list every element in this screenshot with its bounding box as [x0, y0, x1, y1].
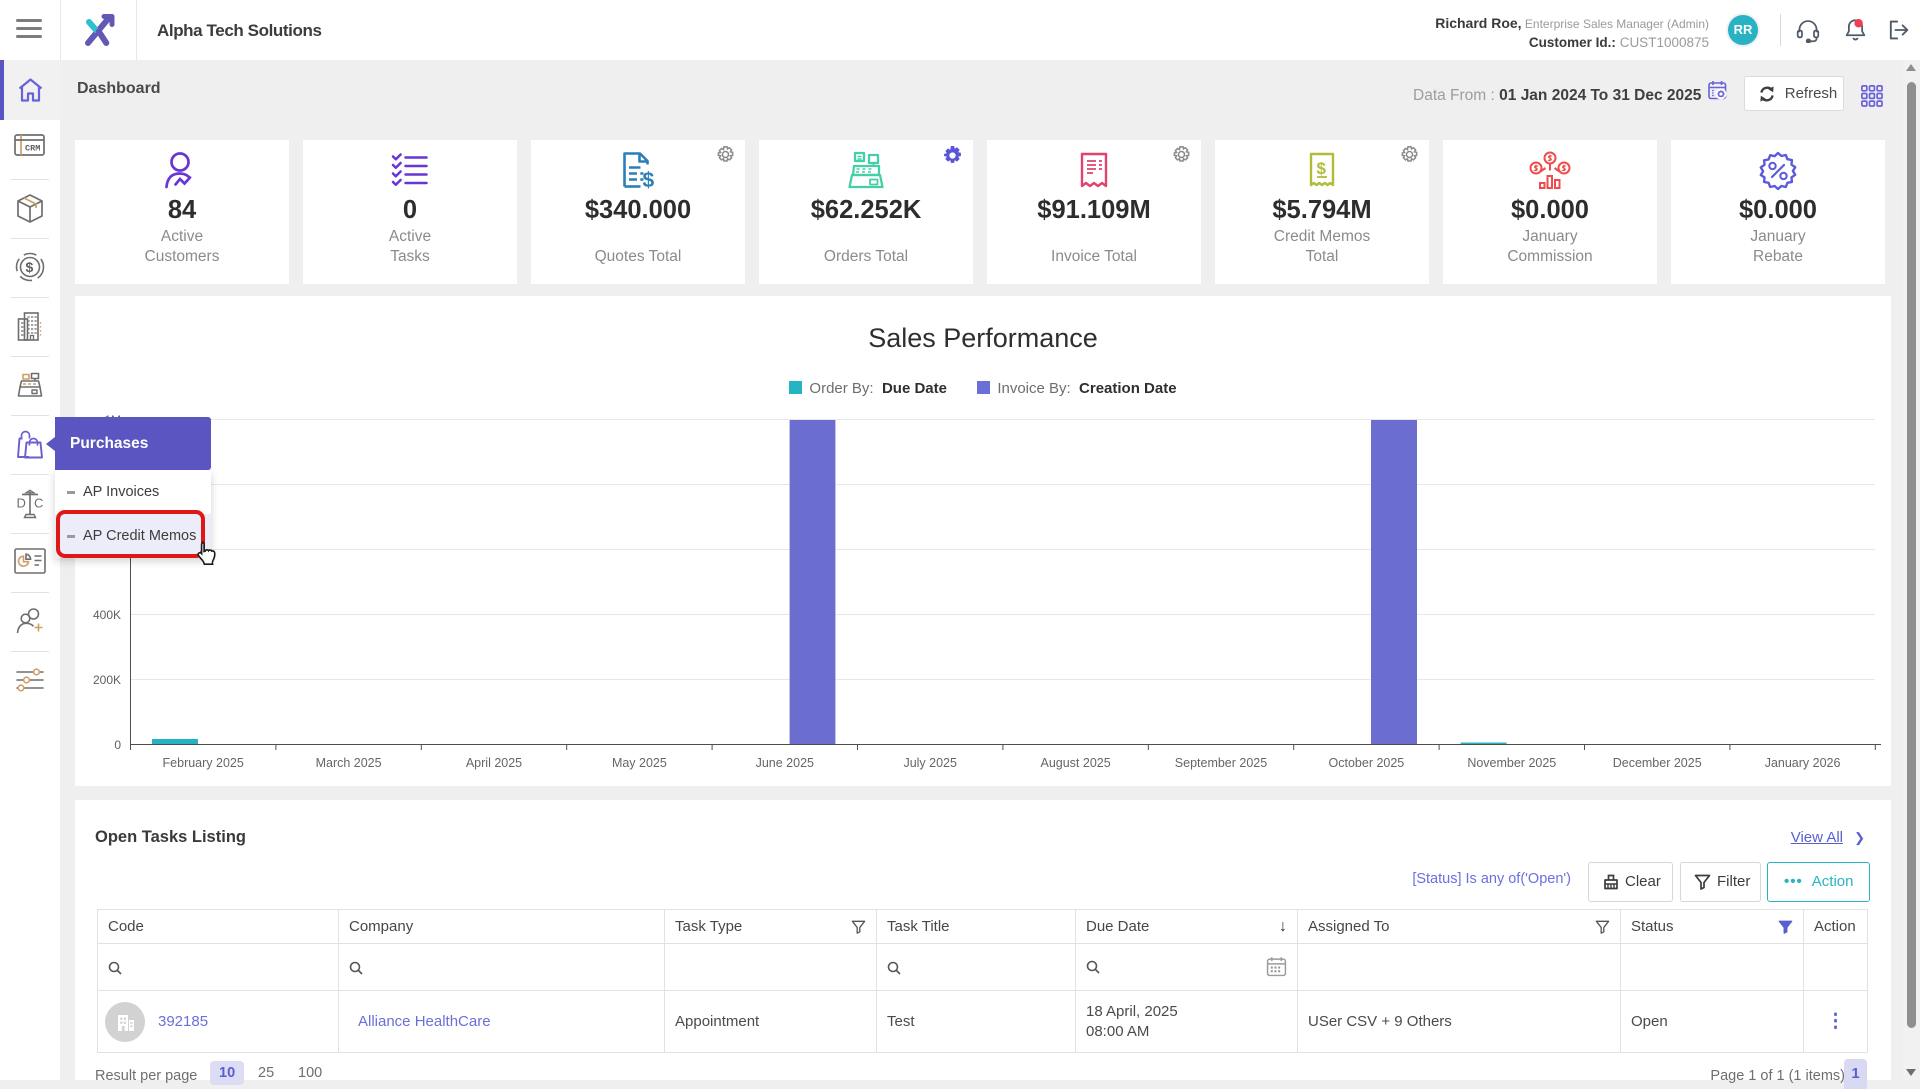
svg-text:400K: 400K: [93, 608, 121, 622]
svg-text:200K: 200K: [93, 673, 121, 687]
svg-text:May 2025: May 2025: [612, 756, 667, 770]
svg-text:April 2025: April 2025: [466, 756, 522, 770]
svg-text:November 2025: November 2025: [1467, 756, 1556, 770]
svg-text:September 2025: September 2025: [1175, 756, 1267, 770]
svg-text:C: C: [34, 496, 43, 511]
svg-text:June 2025: June 2025: [756, 756, 814, 770]
svg-text:December 2025: December 2025: [1613, 756, 1702, 770]
svg-text:0: 0: [114, 738, 121, 752]
svg-text:$: $: [643, 169, 655, 190]
svg-text:July 2025: July 2025: [903, 756, 957, 770]
svg-text:$: $: [26, 259, 34, 275]
svg-text:February 2025: February 2025: [163, 756, 244, 770]
svg-text:March 2025: March 2025: [316, 756, 382, 770]
svg-text:October 2025: October 2025: [1329, 756, 1405, 770]
svg-text:D: D: [17, 496, 26, 511]
svg-text:CRM: CRM: [25, 144, 40, 154]
svg-text:January 2026: January 2026: [1765, 756, 1841, 770]
svg-text:August 2025: August 2025: [1040, 756, 1110, 770]
svg-text:$: $: [1317, 159, 1327, 178]
